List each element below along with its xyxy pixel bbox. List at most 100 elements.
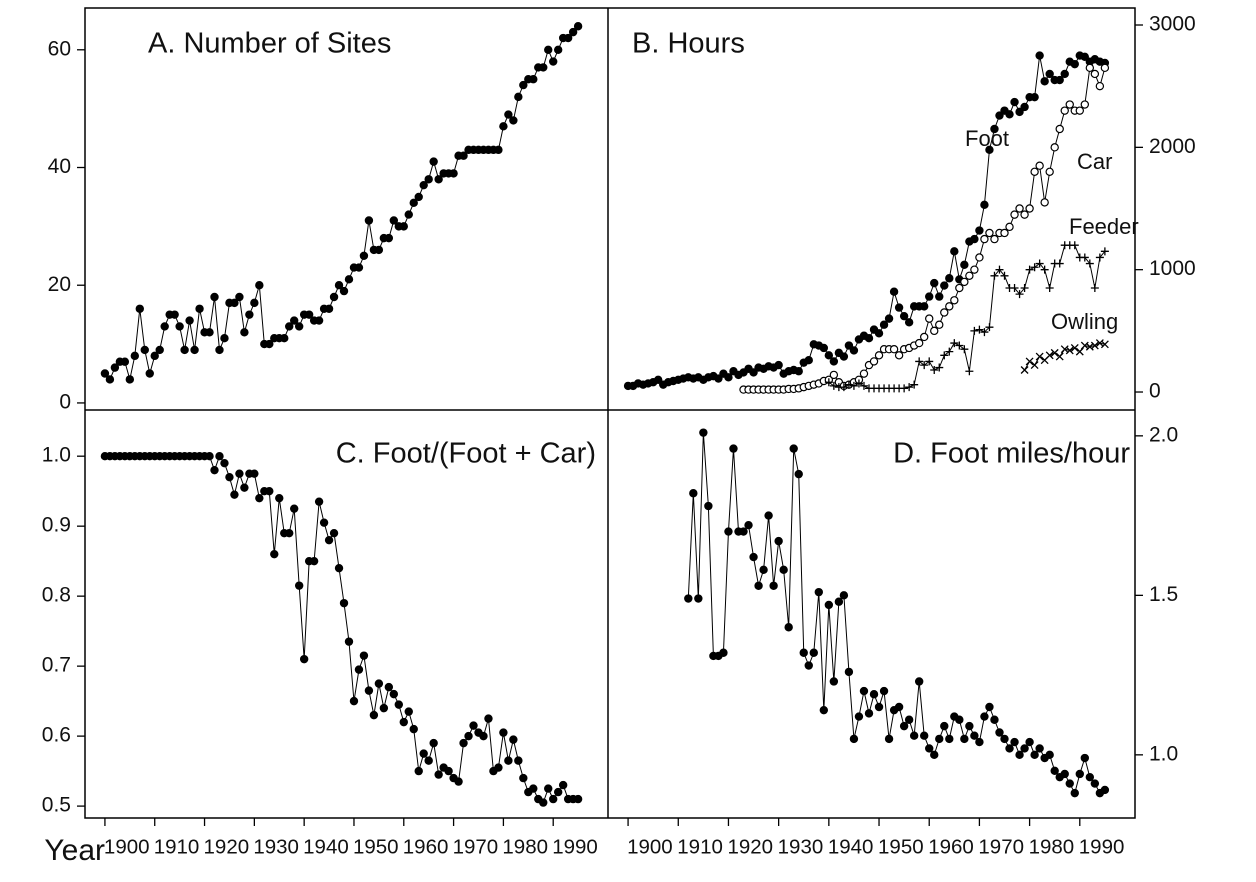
x-tick-label: 1930 xyxy=(778,835,824,858)
y-tick-label: 0.8 xyxy=(42,584,71,607)
marker xyxy=(125,375,135,384)
marker xyxy=(874,702,884,712)
marker xyxy=(935,363,944,372)
marker xyxy=(1065,346,1074,355)
marker xyxy=(1010,737,1019,747)
marker xyxy=(719,648,728,657)
marker xyxy=(1010,284,1019,293)
marker xyxy=(975,737,984,747)
x-tick-label: 1930 xyxy=(253,835,299,858)
series-label: Feeder xyxy=(1069,214,1139,239)
marker xyxy=(344,275,354,284)
marker xyxy=(844,667,854,677)
marker xyxy=(469,721,478,730)
marker xyxy=(290,316,299,325)
marker xyxy=(150,351,159,361)
marker xyxy=(1055,75,1064,85)
marker xyxy=(749,368,758,377)
y-tick-label: 2.0 xyxy=(1149,423,1178,446)
marker xyxy=(965,271,974,280)
marker xyxy=(100,369,110,378)
x-tick-label: 1910 xyxy=(154,835,200,858)
marker xyxy=(930,750,939,760)
marker xyxy=(689,489,698,498)
marker xyxy=(160,322,169,331)
marker xyxy=(714,374,723,383)
marker xyxy=(275,493,284,503)
marker xyxy=(935,734,944,744)
marker xyxy=(990,715,999,724)
marker xyxy=(935,320,944,329)
marker xyxy=(484,714,493,723)
marker xyxy=(1095,253,1104,262)
marker xyxy=(970,326,979,335)
marker xyxy=(920,731,929,740)
marker xyxy=(910,380,919,389)
marker xyxy=(265,339,274,349)
marker xyxy=(960,260,969,269)
marker xyxy=(955,715,964,724)
marker xyxy=(215,345,224,355)
marker xyxy=(1040,265,1049,274)
marker xyxy=(1080,100,1090,109)
y-tick-label: 2000 xyxy=(1149,135,1196,158)
marker xyxy=(573,794,583,804)
marker xyxy=(220,458,229,468)
marker xyxy=(479,731,488,741)
marker xyxy=(250,298,259,308)
x-tick-label: 1970 xyxy=(978,835,1024,858)
y-tick-label: 0 xyxy=(1149,380,1161,403)
x-tick-label: 1950 xyxy=(353,835,399,858)
marker xyxy=(849,346,859,355)
marker xyxy=(1010,97,1019,107)
marker xyxy=(235,292,244,302)
marker xyxy=(975,253,984,262)
marker xyxy=(568,27,578,37)
marker xyxy=(1060,769,1069,779)
marker xyxy=(499,122,508,131)
marker xyxy=(1030,263,1039,272)
marker xyxy=(304,310,314,319)
y-tick-label: 1.0 xyxy=(1149,742,1178,765)
marker xyxy=(829,677,839,686)
marker xyxy=(319,518,329,527)
marker xyxy=(1030,92,1039,102)
marker xyxy=(1045,351,1054,360)
marker xyxy=(955,283,964,293)
y-tick-label: 60 xyxy=(48,37,71,60)
marker xyxy=(940,281,949,290)
marker xyxy=(900,384,909,393)
marker xyxy=(399,222,408,231)
marker xyxy=(1075,106,1084,115)
marker xyxy=(1045,284,1054,293)
marker xyxy=(794,469,803,479)
marker xyxy=(970,265,979,274)
x-tick-label: 1990 xyxy=(1079,835,1125,858)
y-tick-label: 0.5 xyxy=(42,794,71,817)
marker xyxy=(990,124,999,134)
marker xyxy=(205,328,214,337)
marker xyxy=(549,57,558,66)
marker xyxy=(1065,779,1074,788)
marker xyxy=(1025,265,1034,274)
marker xyxy=(1015,204,1024,213)
marker xyxy=(544,784,553,793)
marker xyxy=(1085,772,1095,782)
marker xyxy=(859,369,869,378)
marker xyxy=(1075,347,1084,356)
marker xyxy=(839,352,849,361)
marker xyxy=(1020,102,1029,112)
marker xyxy=(960,345,969,354)
marker xyxy=(509,116,518,125)
marker xyxy=(960,277,969,287)
marker xyxy=(459,151,468,160)
marker xyxy=(819,343,829,353)
marker xyxy=(925,357,934,366)
marker xyxy=(1035,259,1044,268)
marker xyxy=(1075,769,1084,779)
marker xyxy=(995,111,1004,120)
marker xyxy=(364,686,374,695)
series-label: Car xyxy=(1077,149,1112,174)
marker xyxy=(899,721,909,731)
